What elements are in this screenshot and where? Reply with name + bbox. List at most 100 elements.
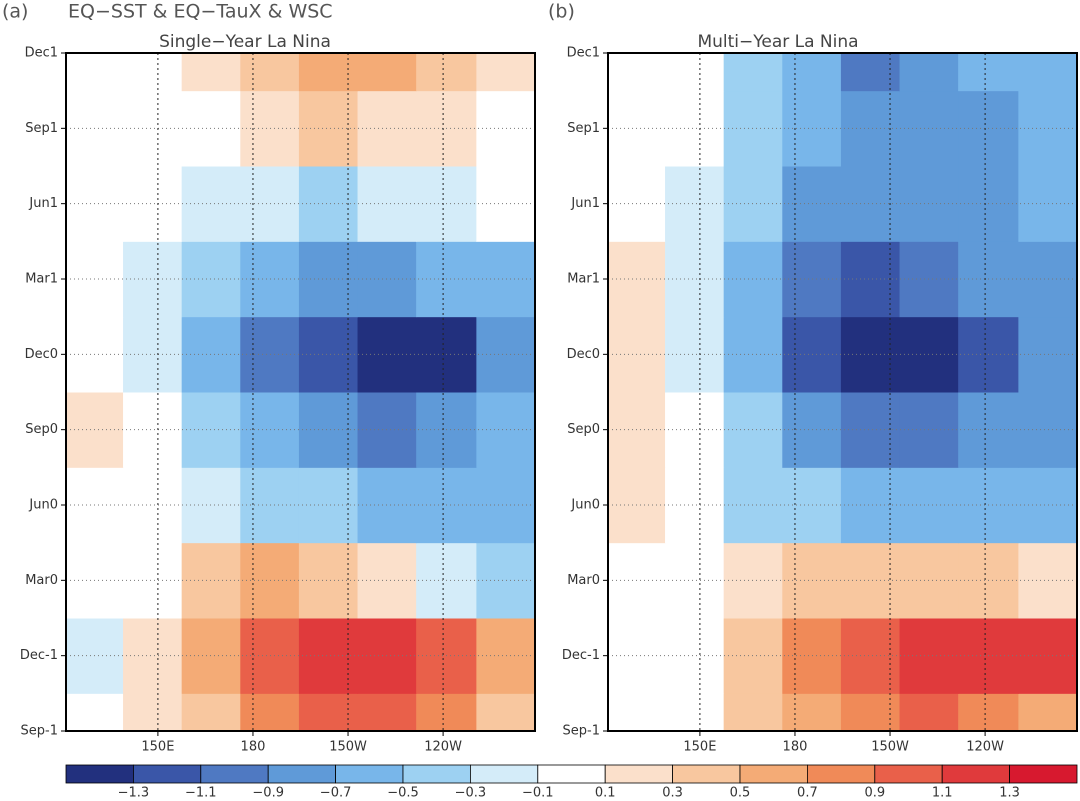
heat-cell (123, 241, 183, 318)
x-tick-label: 150W (329, 740, 367, 755)
heat-cell (298, 618, 359, 694)
y-tick-label: Dec1 (567, 46, 600, 61)
heat-cell (66, 693, 124, 732)
heat-cell (298, 53, 359, 92)
heat-cell (782, 53, 842, 92)
heat-cell (665, 467, 725, 544)
heat-cell (608, 53, 666, 92)
heat-cell (240, 53, 300, 92)
heat-cell (665, 542, 725, 619)
panel-label: (b) (548, 1, 575, 23)
y-tick-label: Dec0 (567, 347, 600, 362)
heat-cell (723, 693, 783, 732)
colorbar-box (402, 764, 471, 784)
heat-cell (665, 166, 725, 242)
heat-cell (181, 53, 241, 92)
y-tick-label: Dec0 (25, 347, 58, 362)
heat-cell (665, 241, 725, 318)
heat-cell (608, 693, 666, 732)
colorbar-label: −1.3 (118, 786, 150, 801)
y-tick-label: Dec-1 (20, 648, 58, 663)
colorbar-box (469, 764, 539, 784)
heat-cell (181, 693, 241, 732)
heat-cell (840, 90, 901, 167)
x-tick-label: 120W (424, 740, 462, 755)
colorbar-box (604, 764, 674, 784)
heat-cell (298, 90, 359, 167)
heat-cell (123, 53, 183, 92)
colorbar-label: 0.1 (595, 786, 616, 801)
y-tick-label: Mar1 (25, 272, 58, 287)
heat-cell (476, 693, 536, 732)
colorbar-label: 1.3 (999, 786, 1020, 801)
y-tick-label: Sep1 (567, 121, 600, 136)
panel-title: Single−Year La Nina (159, 32, 331, 52)
colorbar-label: −0.7 (320, 786, 352, 801)
colorbar-box (941, 764, 1011, 784)
y-tick-label: Jun1 (570, 196, 600, 211)
heat-cell (298, 467, 359, 544)
heat-cell (840, 618, 901, 694)
colorbar-box (537, 764, 606, 784)
heat-cell (123, 542, 183, 619)
panel-label: (a) (2, 1, 28, 23)
y-tick-label: Dec-1 (562, 648, 600, 663)
heat-cell (357, 53, 417, 92)
heat-cell (123, 467, 183, 544)
colorbar-box (807, 764, 876, 784)
y-tick-label: Sep-1 (21, 724, 58, 739)
heat-cell (840, 542, 901, 619)
heat-cell (298, 693, 359, 732)
heat-cell (476, 53, 536, 92)
y-tick-label: Jun0 (28, 498, 58, 513)
colorbar-box (200, 764, 269, 784)
colorbar-label: 0.3 (662, 786, 683, 801)
heat-cell (782, 693, 842, 732)
colorbar-label: −0.5 (387, 786, 419, 801)
x-tick-label: 150E (683, 740, 716, 755)
heat-cell (899, 53, 959, 92)
colorbar-box (335, 764, 404, 784)
heat-cell (416, 53, 477, 92)
heat-cell (665, 693, 725, 732)
y-tick-label: Jun0 (570, 498, 600, 513)
heat-cell (958, 693, 1019, 732)
y-tick-label: Sep0 (567, 422, 600, 437)
heat-cell (357, 693, 417, 732)
colorbar-box (267, 764, 337, 784)
figure-title: EQ−SST & EQ−TauX & WSC (68, 1, 333, 23)
heat-cell (123, 618, 183, 694)
colorbar-box (874, 764, 943, 784)
y-tick-label: Dec1 (25, 46, 58, 61)
plot-frame (607, 52, 1078, 732)
heat-cell (665, 618, 725, 694)
colorbar-label: 1.1 (932, 786, 953, 801)
x-tick-label: 120W (966, 740, 1004, 755)
panel-title: Multi−Year La Nina (697, 32, 858, 52)
heat-cell (840, 53, 901, 92)
heat-cell (840, 241, 901, 318)
heat-cell (123, 166, 183, 242)
heat-cell (416, 693, 477, 732)
heat-cell (298, 542, 359, 619)
colorbar-label: −0.3 (455, 786, 487, 801)
x-tick-label: 180 (241, 740, 266, 755)
y-tick-label: Mar1 (567, 272, 600, 287)
heat-cell (840, 166, 901, 242)
y-tick-label: Sep0 (25, 422, 58, 437)
plot-frame (65, 52, 536, 732)
heat-cell (1018, 53, 1078, 92)
heat-cell (723, 53, 783, 92)
heat-cell (665, 316, 725, 393)
y-tick-label: Sep1 (25, 121, 58, 136)
x-tick-label: 150E (141, 740, 174, 755)
colorbar-box (132, 764, 202, 784)
colorbar-box (65, 764, 134, 784)
colorbar-box (739, 764, 808, 784)
y-tick-label: Mar0 (25, 573, 58, 588)
heat-cell (123, 316, 183, 393)
heat-cell (665, 90, 725, 167)
y-tick-label: Sep-1 (563, 724, 600, 739)
